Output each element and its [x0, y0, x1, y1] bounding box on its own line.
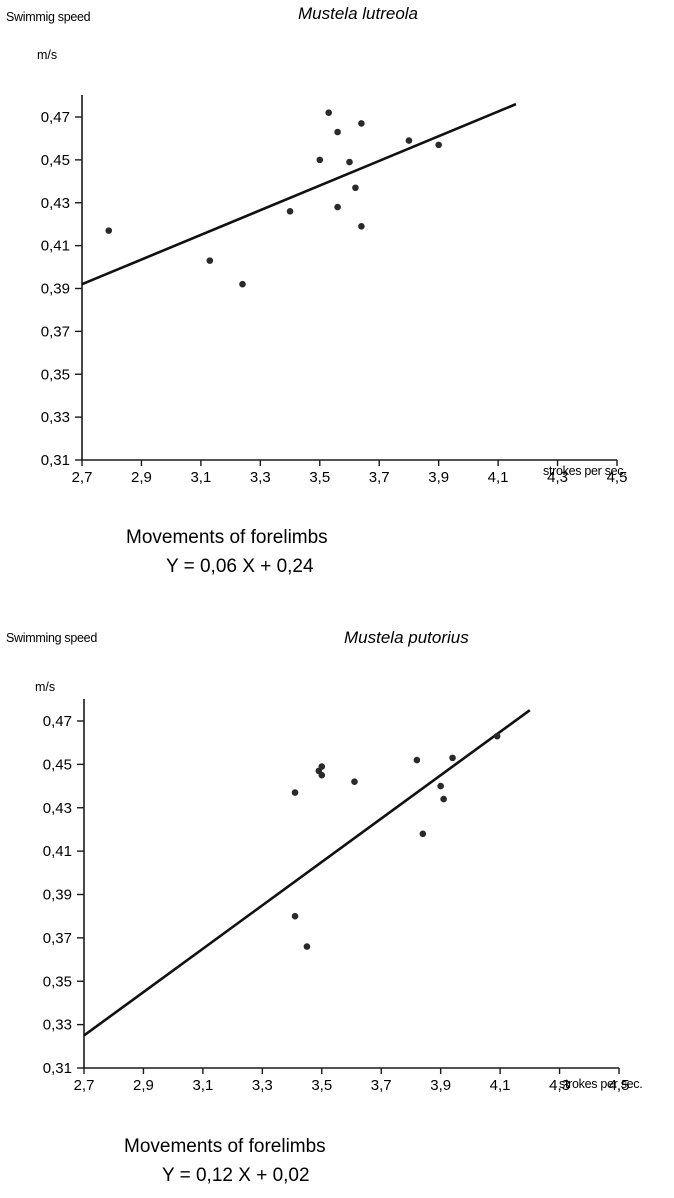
x-axis-label: strokes per sec. — [559, 1077, 642, 1091]
y-tick-label: 0,45 — [41, 152, 70, 169]
data-point — [346, 158, 353, 166]
x-tick-label: 4,5 — [609, 1077, 630, 1094]
x-axis-label: strokes per sec. — [543, 464, 626, 478]
data-point — [318, 771, 326, 779]
data-point — [419, 830, 427, 838]
data-point — [358, 223, 365, 230]
x-tick-label: 4,5 — [607, 469, 628, 486]
data-point — [105, 227, 113, 234]
scatter-chart-lutreola: Swimmig speed Mustela lutreola m/s Movem… — [6, 4, 628, 577]
y-tick-label: 0,47 — [43, 713, 72, 730]
x-tick-label: 3,7 — [369, 469, 390, 486]
x-tick-label: 2,9 — [131, 469, 152, 486]
x-tick-label: 4,1 — [490, 1077, 511, 1094]
chart-panel-putorius: Swimming speed Mustela putorius m/s Move… — [0, 608, 674, 1198]
data-point — [334, 203, 341, 211]
x-tick-label: 4,3 — [547, 469, 568, 486]
regression-equation: Y = 0,12 X + 0,02 — [162, 1165, 310, 1186]
chart-title: Mustela lutreola — [298, 4, 418, 23]
data-point — [318, 763, 326, 770]
data-point — [440, 795, 447, 803]
x-tick-label: 3,9 — [428, 469, 449, 486]
chart-ylabel: Swimming speed — [6, 631, 97, 645]
y-tick-label: 0,37 — [43, 930, 72, 947]
y-tick-label: 0,43 — [43, 800, 72, 817]
regression-line — [81, 102, 517, 286]
data-point — [358, 120, 365, 127]
regression-equation: Y = 0,06 X + 0,24 — [166, 556, 314, 577]
data-point — [334, 128, 341, 136]
y-tick-label: 0,33 — [43, 1017, 72, 1034]
x-tick-label: 3,3 — [250, 469, 271, 486]
x-tick-label: 2,7 — [74, 1077, 95, 1094]
y-tick-label: 0,37 — [41, 323, 70, 340]
data-point — [291, 789, 299, 796]
x-tick-label: 3,3 — [252, 1077, 273, 1094]
x-tick-label: 4,3 — [549, 1077, 570, 1094]
data-point — [437, 782, 444, 790]
y-tick-label: 0,45 — [43, 756, 72, 773]
x-tick-label: 3,5 — [309, 469, 330, 486]
data-point — [352, 184, 359, 192]
data-point — [351, 778, 358, 786]
x-tick-label: 2,9 — [133, 1077, 154, 1094]
data-point — [239, 280, 246, 288]
data-point — [206, 257, 214, 264]
chart-yunit: m/s — [35, 680, 55, 694]
x-tick-label: 3,5 — [311, 1077, 332, 1094]
x-tick-label: 4,1 — [488, 469, 509, 486]
data-point — [449, 754, 456, 762]
data-point — [405, 137, 413, 144]
chart-title: Mustela putorius — [344, 628, 469, 647]
regression-line — [83, 709, 531, 1037]
chart-ylabel: Swimmig speed — [6, 10, 91, 24]
y-tick-label: 0,39 — [43, 887, 72, 904]
x-tick-label: 2,7 — [72, 469, 93, 486]
data-point — [286, 208, 294, 215]
data-point — [316, 156, 324, 164]
y-tick-label: 0,43 — [41, 195, 70, 212]
y-tick-label: 0,41 — [43, 843, 72, 860]
x-tick-label: 3,1 — [190, 469, 211, 486]
y-tick-label: 0,39 — [41, 281, 70, 298]
data-point — [291, 912, 299, 920]
y-tick-label: 0,33 — [41, 409, 70, 426]
x-tick-label: 3,7 — [371, 1077, 392, 1094]
y-tick-label: 0,35 — [43, 973, 72, 990]
chart-caption: Movements of forelimbs — [126, 527, 328, 548]
chart-yunit: m/s — [37, 48, 57, 62]
y-tick-label: 0,31 — [43, 1060, 72, 1077]
data-point — [435, 141, 442, 149]
x-tick-label: 3,1 — [192, 1077, 213, 1094]
data-point — [325, 109, 332, 117]
data-point — [413, 756, 421, 764]
chart-caption: Movements of forelimbs — [124, 1136, 326, 1157]
x-tick-label: 3,9 — [430, 1077, 451, 1094]
data-point — [493, 732, 501, 740]
data-point — [303, 943, 311, 950]
y-tick-label: 0,47 — [41, 109, 70, 126]
scatter-chart-putorius: Swimming speed Mustela putorius m/s Move… — [6, 628, 643, 1186]
y-tick-label: 0,35 — [41, 366, 70, 383]
chart-panel-lutreola: Swimmig speed Mustela lutreola m/s Movem… — [0, 0, 674, 590]
y-tick-label: 0,31 — [41, 452, 70, 469]
y-tick-label: 0,41 — [41, 238, 70, 255]
